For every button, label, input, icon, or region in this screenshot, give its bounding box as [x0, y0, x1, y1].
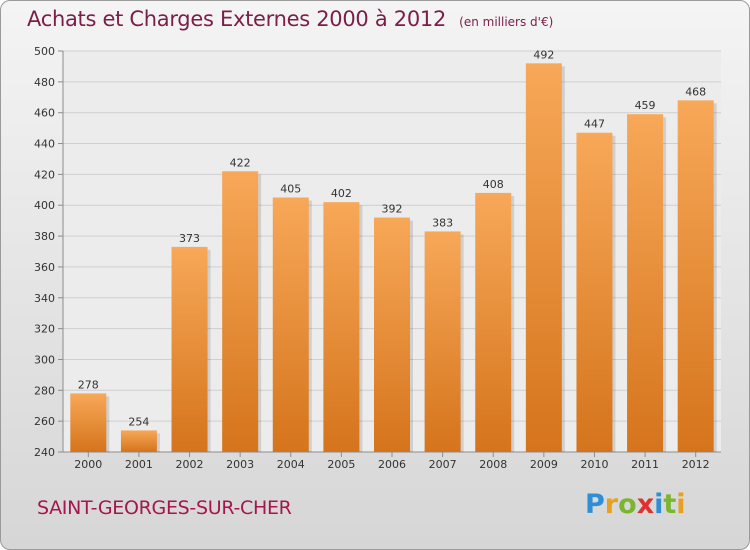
x-tick-label: 2003 — [226, 458, 254, 471]
bar-value-label: 422 — [230, 156, 251, 169]
bar — [424, 231, 461, 452]
x-tick-label: 2004 — [277, 458, 305, 471]
x-tick-label: 2008 — [479, 458, 507, 471]
bar-value-label: 459 — [635, 99, 656, 112]
plot-area: 240 260 280 300 320 340 360 380 400 420 440 460 480 5… — [34, 45, 721, 471]
commune-name: SAINT-GEORGES-SUR-CHER — [37, 497, 292, 519]
bar — [525, 63, 562, 452]
x-tick-label: 2000 — [74, 458, 102, 471]
y-tick-label: 380 — [34, 230, 55, 243]
x-tick-label: 2009 — [530, 458, 558, 471]
y-tick-label: 240 — [34, 446, 55, 459]
bar — [677, 100, 714, 452]
bar-value-label: 447 — [584, 118, 605, 131]
bar-value-label: 405 — [280, 183, 301, 196]
bar — [323, 202, 360, 452]
bar-value-label: 408 — [483, 178, 504, 191]
x-tick-label: 2012 — [682, 458, 710, 471]
proxiti-logo[interactable]: Proxiti — [585, 489, 686, 520]
bar — [222, 171, 259, 453]
logo-letter: i — [676, 489, 686, 520]
bar-value-label: 254 — [128, 415, 149, 428]
bar — [475, 192, 512, 452]
bar-value-label: 468 — [685, 85, 706, 98]
y-tick-label: 340 — [34, 292, 55, 305]
bar — [272, 197, 309, 452]
y-tick-label: 320 — [34, 323, 55, 336]
x-tick-label: 2010 — [580, 458, 608, 471]
y-tick-label: 460 — [34, 107, 55, 120]
x-tick-label: 2006 — [378, 458, 406, 471]
bar-value-label: 402 — [331, 187, 352, 200]
bar-value-label: 392 — [382, 203, 403, 216]
chart-unit: (en milliers d'€) — [459, 15, 554, 29]
logo-letter: x — [636, 489, 655, 520]
bar — [576, 132, 613, 452]
x-tick-label: 2011 — [631, 458, 659, 471]
logo-letter: i — [654, 489, 664, 520]
y-tick-label: 260 — [34, 415, 55, 428]
y-tick-label: 300 — [34, 353, 55, 366]
logo-letter: t — [663, 489, 677, 520]
x-tick-label: 2007 — [429, 458, 457, 471]
chart-title-text: Achats et Charges Externes 2000 à 2012 — [27, 7, 447, 31]
bar — [171, 246, 208, 452]
bar — [374, 217, 410, 452]
y-tick-label: 360 — [34, 261, 55, 274]
x-tick-label: 2002 — [176, 458, 204, 471]
y-tick-label: 500 — [34, 45, 55, 58]
chart-title: Achats et Charges Externes 2000 à 2012 (… — [27, 7, 553, 31]
y-tick-label: 280 — [34, 384, 55, 397]
bar-value-label: 278 — [78, 378, 99, 391]
x-tick-label: 2001 — [125, 458, 153, 471]
bar — [120, 430, 157, 452]
x-tick-label: 2005 — [327, 458, 355, 471]
y-tick-label: 480 — [34, 76, 55, 89]
y-tick-label: 400 — [34, 199, 55, 212]
y-tick-label: 420 — [34, 168, 55, 181]
logo-letter: P — [585, 489, 605, 520]
bar — [70, 393, 107, 452]
logo-letter: r — [604, 489, 619, 520]
bar-value-label: 383 — [432, 216, 453, 229]
logo-letter: o — [618, 489, 637, 520]
bar-value-label: 373 — [179, 232, 200, 245]
bar — [627, 114, 664, 452]
y-tick-label: 440 — [34, 138, 55, 151]
bar-value-label: 492 — [533, 48, 554, 61]
